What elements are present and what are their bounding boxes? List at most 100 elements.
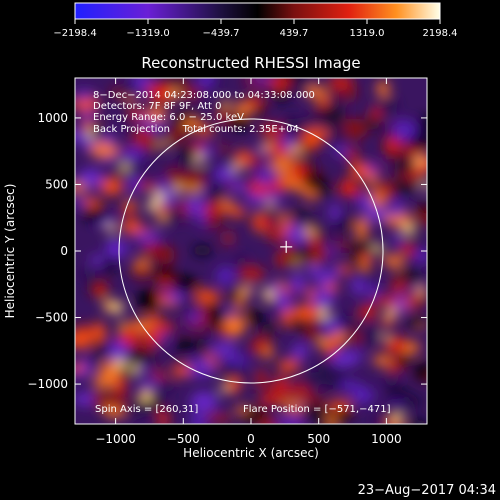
speckle [124, 199, 136, 208]
hotspot [289, 146, 304, 156]
speckle [352, 276, 365, 296]
heatmap-image [75, 78, 427, 424]
speckle [205, 185, 224, 203]
speckle [395, 353, 410, 366]
hotspot [131, 363, 139, 376]
hotspot [319, 338, 326, 348]
y-tick-label: 1000 [37, 111, 68, 125]
speckle [131, 127, 155, 147]
hotspot [416, 157, 425, 165]
speckle [289, 247, 313, 262]
speckle [222, 315, 246, 334]
y-tick-label: −500 [35, 311, 68, 325]
speckle [296, 304, 320, 321]
speckle [320, 318, 339, 327]
speckle [339, 118, 368, 140]
hotspot [293, 258, 300, 268]
speckle [408, 241, 426, 252]
hotspot [174, 184, 182, 193]
plot-area: −1000 −500 0 500 1000 1000 500 0 −500 −1000 8−Dec… [27, 77, 428, 446]
hotspot [417, 286, 427, 297]
solar-disk-outline [118, 118, 384, 384]
speckle [120, 325, 137, 337]
speckle [206, 310, 228, 328]
speckle [234, 101, 254, 117]
speckle [171, 300, 198, 311]
speckle [404, 315, 427, 328]
speckle [108, 340, 129, 363]
speckle [78, 168, 103, 188]
speckle [255, 105, 266, 116]
speckle [91, 390, 107, 410]
speckle [81, 110, 94, 122]
speckle [181, 117, 204, 130]
speckle [348, 268, 373, 280]
y-axis-label: Heliocentric Y (arcsec) [3, 184, 17, 319]
speckle [307, 112, 328, 127]
speckle [266, 78, 291, 90]
speckle [75, 392, 97, 406]
colorbar-tick-label: 2198.4 [423, 28, 458, 39]
speckle [173, 357, 185, 369]
speckle [192, 244, 213, 257]
x-tick-label: 500 [307, 432, 330, 446]
x-tick-label: −1000 [95, 432, 136, 446]
y-tick-label: 0 [60, 244, 68, 258]
speckle [164, 291, 187, 302]
speckle [223, 230, 234, 246]
speckle [195, 335, 208, 358]
speckle [223, 308, 235, 317]
x-tick-label: 0 [247, 432, 255, 446]
hotspot [372, 244, 383, 251]
speckle [228, 293, 243, 302]
speckle [231, 180, 246, 193]
speckle [420, 201, 427, 216]
speckle [128, 172, 141, 193]
speckle [131, 266, 152, 279]
speckle [179, 170, 208, 192]
speckle [83, 208, 110, 223]
annotation-detectors: Detectors: 7F 8F 9F, Att 0 [93, 101, 221, 112]
hotspot [262, 288, 272, 301]
x-tick-label: 1000 [371, 432, 402, 446]
speckle [77, 269, 96, 279]
hotspot [219, 101, 233, 108]
speckle [338, 380, 361, 391]
speckle [131, 354, 158, 366]
speckle [332, 240, 351, 250]
y-tick-label: −1000 [27, 377, 68, 391]
timestamp: 23−Aug−2017 04:34 [358, 483, 496, 498]
colorbar-tick-label: 439.7 [280, 28, 309, 39]
speckle [197, 78, 216, 89]
speckle [80, 136, 93, 151]
speckle [157, 408, 169, 424]
speckle [75, 329, 94, 350]
speckle [314, 186, 334, 197]
speckle [277, 359, 300, 373]
speckle [234, 371, 251, 381]
hotspot [265, 201, 275, 208]
speckle [345, 146, 359, 165]
speckle [179, 144, 197, 163]
speckle [271, 88, 291, 103]
speckle [138, 181, 158, 190]
speckle [186, 310, 203, 324]
speckle [390, 198, 404, 219]
speckle [138, 365, 149, 374]
speckle [342, 84, 358, 100]
speckle [241, 349, 253, 359]
speckle [321, 365, 348, 386]
speckle [330, 406, 354, 421]
speckle [356, 194, 374, 211]
annotation-time-range: 8−Dec−2014 04:23:08.000 to 04:33:08.000 [93, 90, 315, 101]
colorbar-gradient [74, 2, 441, 20]
speckle [214, 166, 237, 181]
speckle [151, 265, 176, 279]
speckle [163, 207, 186, 224]
colorbar: −2198.4 −1319.0 −439.7 439.7 1319.0 2198.4 [53, 2, 458, 39]
speckle [75, 371, 85, 380]
hotspot [105, 224, 117, 232]
speckle [338, 182, 359, 196]
speckle [376, 98, 398, 115]
